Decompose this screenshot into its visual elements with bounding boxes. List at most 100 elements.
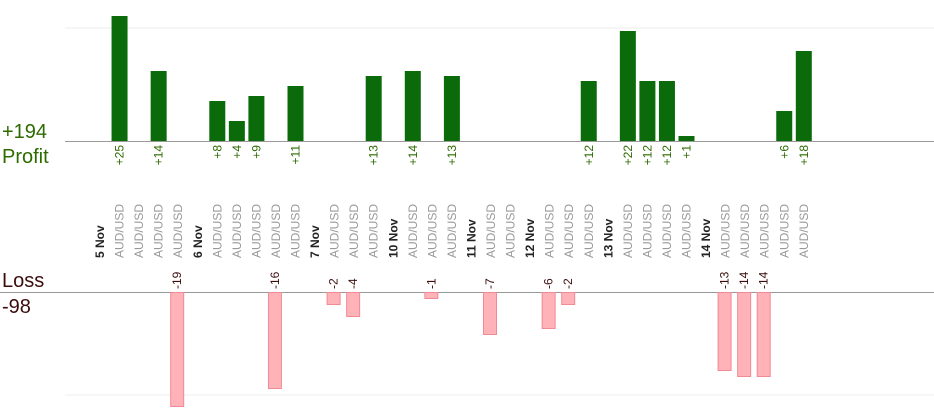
category-label: AUD/USD: [269, 204, 283, 258]
category-label: AUD/USD: [738, 204, 752, 258]
category-label: AUD/USD: [543, 204, 557, 258]
profit-value-label: +14: [406, 145, 420, 166]
category-label: AUD/USD: [347, 204, 361, 258]
loss-value-label: -2: [561, 278, 575, 289]
category-label: AUD/USD: [132, 204, 146, 258]
date-label: 14 Nov: [699, 218, 713, 258]
category-label: AUD/USD: [210, 204, 224, 258]
loss-value-label: -6: [542, 278, 556, 289]
category-label: AUD/USD: [640, 204, 654, 258]
loss-bar: [267, 292, 282, 389]
profit-bar: [678, 136, 695, 141]
loss-bar: [170, 292, 185, 407]
profit-value-label: +12: [582, 145, 596, 166]
profit-value-label: +4: [230, 145, 244, 159]
profit-value-label: +12: [660, 145, 674, 166]
profit-bar: [248, 96, 265, 141]
profit-value-label: +6: [777, 145, 791, 159]
date-label: 12 Nov: [523, 218, 537, 258]
profit-bar: [228, 121, 245, 141]
loss-bar: [483, 292, 497, 335]
profit-bar: [776, 111, 793, 141]
profit-total: +194: [2, 121, 47, 143]
date-label: 13 Nov: [601, 218, 615, 258]
profit-value-label: +11: [289, 145, 303, 165]
category-label: AUD/USD: [562, 204, 576, 258]
profit-value-label: +8: [210, 145, 224, 159]
profit-value-label: +14: [152, 145, 166, 166]
category-label: AUD/USD: [328, 204, 342, 258]
category-label: AUD/USD: [367, 204, 381, 258]
category-label: AUD/USD: [719, 204, 733, 258]
date-label: 10 Nov: [386, 218, 400, 258]
profit-value-label: +13: [367, 145, 381, 166]
category-label: AUD/USD: [621, 204, 635, 258]
category-label: AUD/USD: [249, 204, 263, 258]
profit-bar: [287, 86, 304, 141]
loss-total: -98: [2, 296, 31, 318]
category-label: AUD/USD: [504, 204, 518, 258]
loss-value-label: -2: [327, 278, 341, 289]
loss-bar: [717, 292, 732, 371]
profit-value-label: +12: [640, 145, 654, 166]
category-label: AUD/USD: [113, 204, 127, 258]
category-label: AUD/USD: [660, 204, 674, 258]
profit-bar: [658, 81, 675, 141]
loss-bar: [326, 292, 341, 305]
loss-value-label: -1: [424, 278, 438, 289]
category-label: AUD/USD: [425, 204, 439, 258]
profit-bar: [443, 76, 460, 141]
profit-value-label: +18: [797, 145, 811, 166]
profit-value-label: +9: [249, 145, 263, 159]
loss-bar: [424, 292, 439, 299]
category-label: AUD/USD: [758, 204, 772, 258]
loss-bar: [346, 292, 361, 317]
category-label: AUD/USD: [289, 204, 303, 258]
category-label: AUD/USD: [406, 204, 420, 258]
category-label: AUD/USD: [230, 204, 244, 258]
profit-bar: [404, 71, 421, 141]
date-label: 5 Nov: [93, 225, 107, 258]
profit-value-label: +22: [621, 145, 635, 166]
loss-bar: [561, 292, 576, 305]
profit-bar: [150, 71, 167, 141]
profit-value-label: +25: [113, 145, 127, 166]
category-label: AUD/USD: [582, 204, 596, 258]
profit-bar: [580, 81, 597, 141]
loss-bar: [541, 292, 556, 329]
profit-value-label: +1: [680, 145, 694, 159]
profit-bar: [639, 81, 656, 141]
loss-bar: [756, 292, 771, 377]
loss-value-label: -16: [268, 271, 282, 289]
category-label: AUD/USD: [152, 204, 166, 258]
date-label: 11 Nov: [464, 219, 478, 258]
date-label: 7 Nov: [308, 225, 322, 258]
category-label: AUD/USD: [777, 204, 791, 258]
loss-value-label: -14: [757, 271, 771, 289]
category-label: AUD/USD: [171, 204, 185, 258]
loss-label: Loss: [2, 270, 44, 292]
loss-value-label: -19: [170, 271, 184, 289]
loss-bar: [737, 292, 752, 377]
profit-bar: [619, 31, 636, 141]
loss-value-label: -4: [346, 278, 360, 289]
category-label: AUD/USD: [797, 204, 811, 258]
category-label: AUD/USD: [484, 204, 498, 258]
date-label: 6 Nov: [191, 225, 205, 258]
profit-bar: [795, 51, 812, 141]
profit-label: Profit: [2, 146, 49, 168]
profit-bar: [111, 16, 128, 141]
category-label: AUD/USD: [445, 204, 459, 258]
profit-bar: [365, 76, 382, 141]
grid-layer: [0, 27, 934, 396]
category-label: AUD/USD: [680, 204, 694, 258]
profit-value-label: +13: [445, 145, 459, 166]
loss-value-label: -13: [718, 271, 732, 289]
loss-value-label: -14: [737, 271, 751, 289]
bars-layer: [111, 16, 812, 407]
profit-bar: [209, 101, 226, 141]
loss-value-label: -7: [483, 278, 497, 289]
